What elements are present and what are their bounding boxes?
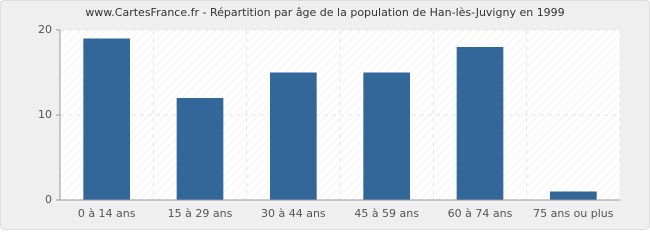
x-tick-label: 45 à 59 ans [354,207,419,220]
y-tick-label: 10 [38,108,52,121]
bar [270,72,317,200]
y-tick-label: 20 [38,23,52,36]
x-tick-label: 0 à 14 ans [78,207,136,220]
y-tick-label: 0 [45,193,52,206]
x-tick-label: 75 ans ou plus [533,207,614,220]
x-tick-label: 15 à 29 ans [168,207,233,220]
bar [176,98,224,200]
x-tick-label: 60 à 74 ans [448,207,513,220]
bar [550,191,597,200]
bar [83,38,130,200]
bar [456,47,504,200]
page: www.CartesFrance.fr - Répartition par âg… [0,0,650,230]
chart-title: www.CartesFrance.fr - Répartition par âg… [85,6,564,19]
x-tick-label: 30 à 44 ans [261,207,326,220]
bar [363,72,410,200]
chart: www.CartesFrance.fr - Répartition par âg… [0,0,650,230]
